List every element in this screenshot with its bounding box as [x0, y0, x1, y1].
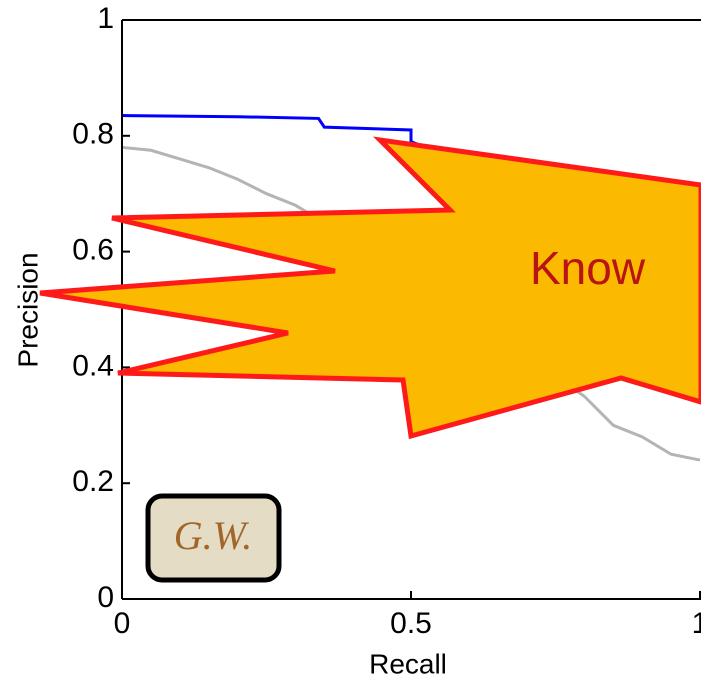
logo-text: G.W.: [174, 513, 253, 558]
x-tick-label: 0: [114, 607, 131, 640]
y-tick-label: 0: [97, 581, 114, 614]
chart: Recall Precision 0 0.2 0.4 0.6 0.8 1 Know G.W…: [0, 0, 701, 686]
y-axis-label: Precision: [12, 252, 43, 367]
annotation: Know: [530, 242, 646, 294]
x-axis-label: Recall: [369, 648, 447, 679]
x-tick-label: 0.5: [390, 607, 432, 640]
y-tick-label: 0.8: [72, 118, 114, 151]
y-tick-label: 0.2: [72, 465, 114, 498]
y-tick-label: 0.6: [72, 234, 114, 267]
x-tick-label: 1: [692, 607, 701, 640]
y-tick-label: 0.4: [72, 349, 114, 382]
y-tick-label: 1: [97, 2, 114, 35]
